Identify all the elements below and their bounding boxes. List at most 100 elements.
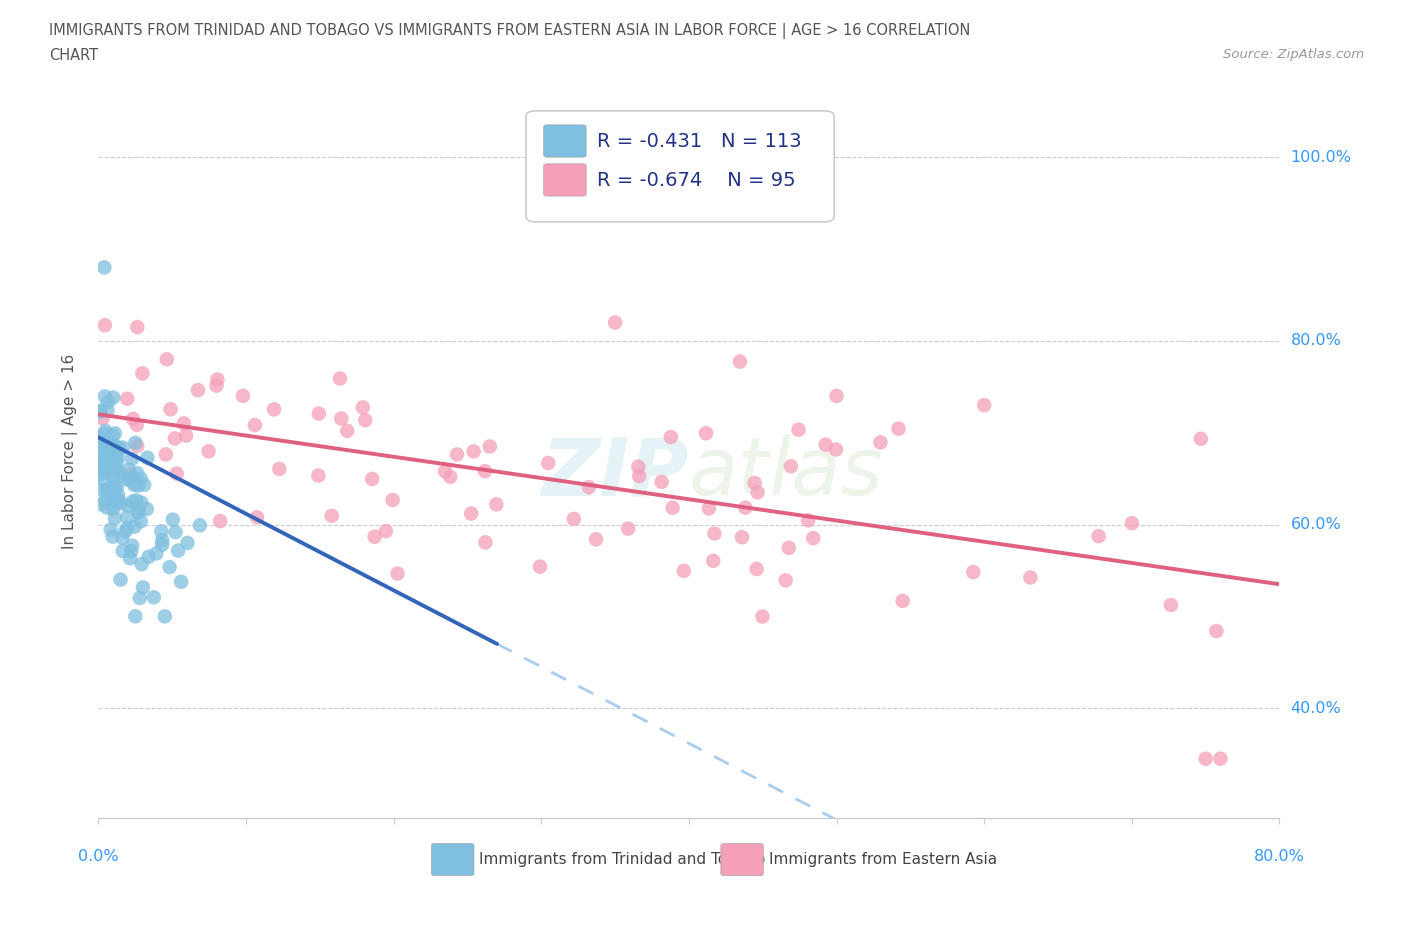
Point xyxy=(100,522,122,537)
Text: 80.0%: 80.0% xyxy=(1291,333,1341,349)
Point xyxy=(973,398,995,413)
Point xyxy=(96,482,118,497)
Point xyxy=(474,464,496,479)
Point xyxy=(734,500,756,515)
Point xyxy=(243,418,266,432)
Point xyxy=(103,486,125,501)
Point xyxy=(97,447,120,462)
Point xyxy=(150,538,173,552)
Point xyxy=(135,501,157,516)
Point xyxy=(87,430,110,445)
Point xyxy=(93,472,115,487)
Point xyxy=(103,390,125,405)
Point xyxy=(131,557,153,572)
Point xyxy=(94,318,117,333)
Point xyxy=(145,546,167,561)
Text: ZIP: ZIP xyxy=(541,434,689,512)
Point xyxy=(104,440,127,455)
Point xyxy=(165,525,187,539)
Point xyxy=(728,354,751,369)
Point xyxy=(745,562,768,577)
Point xyxy=(132,580,155,595)
Point xyxy=(150,524,173,538)
Point xyxy=(478,439,501,454)
Text: atlas: atlas xyxy=(689,434,884,512)
FancyBboxPatch shape xyxy=(544,125,586,157)
Y-axis label: In Labor Force | Age > 16: In Labor Force | Age > 16 xyxy=(62,353,77,549)
Point xyxy=(94,493,117,508)
Point xyxy=(1209,751,1232,766)
Point xyxy=(89,461,111,476)
Point xyxy=(103,480,125,495)
Point xyxy=(120,551,142,565)
Point xyxy=(1205,624,1227,639)
Point xyxy=(108,441,131,456)
Point xyxy=(107,470,129,485)
Point xyxy=(104,511,127,525)
Point xyxy=(434,464,457,479)
Point xyxy=(173,416,195,431)
Point xyxy=(105,455,128,470)
Point xyxy=(363,529,385,544)
Point xyxy=(98,485,121,499)
Point xyxy=(460,506,482,521)
Point xyxy=(105,446,128,461)
Point xyxy=(651,474,673,489)
Point xyxy=(129,514,152,529)
Point xyxy=(1195,751,1218,766)
Point xyxy=(188,518,211,533)
Point xyxy=(87,468,110,483)
Point xyxy=(117,498,139,513)
Point xyxy=(138,550,160,565)
Point xyxy=(117,472,139,487)
Point xyxy=(1087,529,1109,544)
Point xyxy=(90,453,112,468)
Point xyxy=(562,512,585,526)
Point xyxy=(463,444,485,458)
Text: 0.0%: 0.0% xyxy=(79,849,118,864)
Point xyxy=(307,468,329,483)
Point xyxy=(136,450,159,465)
Point xyxy=(115,392,138,406)
Text: 80.0%: 80.0% xyxy=(1254,849,1305,864)
Point xyxy=(89,405,111,419)
Point xyxy=(628,469,651,484)
Point xyxy=(269,461,291,476)
Point xyxy=(115,521,138,536)
Point xyxy=(787,422,810,437)
Point xyxy=(129,495,152,510)
Point xyxy=(96,500,118,515)
Point xyxy=(96,465,118,480)
Point xyxy=(659,430,682,445)
Point xyxy=(91,411,114,426)
Point xyxy=(103,482,125,497)
Point xyxy=(124,435,146,450)
Point xyxy=(128,504,150,519)
Point xyxy=(1160,598,1182,613)
Point xyxy=(128,591,150,605)
Point xyxy=(110,572,132,587)
Point xyxy=(801,531,824,546)
Point xyxy=(887,421,910,436)
Point xyxy=(105,462,128,477)
Point xyxy=(661,500,683,515)
FancyBboxPatch shape xyxy=(432,844,474,876)
Point xyxy=(91,436,114,451)
Point xyxy=(174,428,197,443)
Point xyxy=(474,535,496,550)
Point xyxy=(124,609,146,624)
Point xyxy=(89,437,111,452)
Point xyxy=(187,383,209,398)
Point xyxy=(117,472,139,487)
Point xyxy=(97,445,120,459)
Point xyxy=(114,524,136,538)
Point xyxy=(797,513,820,528)
Point xyxy=(605,315,627,330)
Point xyxy=(439,470,461,485)
Text: IMMIGRANTS FROM TRINIDAD AND TOBAGO VS IMMIGRANTS FROM EASTERN ASIA IN LABOR FOR: IMMIGRANTS FROM TRINIDAD AND TOBAGO VS I… xyxy=(49,23,970,39)
Point xyxy=(127,439,149,454)
Point xyxy=(697,501,720,516)
Text: CHART: CHART xyxy=(49,48,98,63)
Point xyxy=(98,450,121,465)
Point xyxy=(891,593,914,608)
